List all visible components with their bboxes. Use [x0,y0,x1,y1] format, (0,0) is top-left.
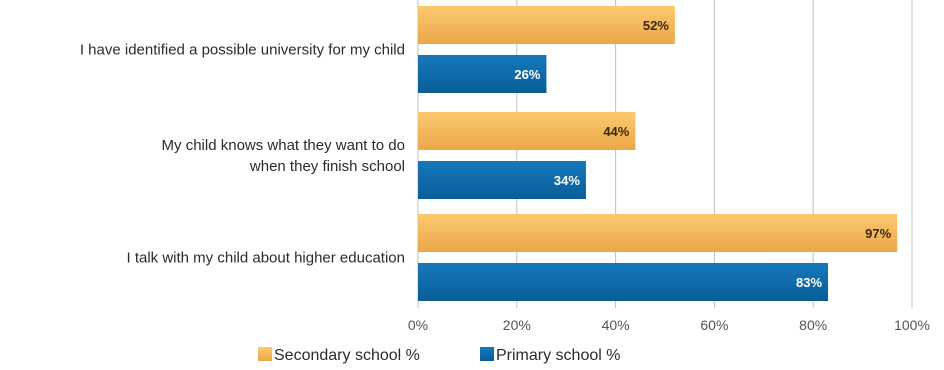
legend-swatch-secondary [258,347,272,361]
bar-value-label: 26% [514,67,540,82]
bar-value-label: 83% [796,275,822,290]
label-layer: 0% 20% 40% 60% 80% 100% 52% 26% I have identifie… [80,18,930,333]
bar-value-label: 52% [643,18,669,33]
x-tick-label: 60% [700,317,728,333]
category-label: I have identified a possible university … [80,42,405,59]
legend: Secondary school % Primary school % [258,347,620,364]
bar-secondary-0 [418,6,675,44]
category-label: My child knows what they want to do [162,137,405,154]
category-label: I talk with my child about higher educat… [127,250,406,267]
bar-primary-0 [418,55,547,93]
bar-value-label: 44% [603,124,629,139]
bar-primary-2 [418,263,829,301]
x-tick-label: 40% [602,317,630,333]
bar-layer [418,6,898,301]
bar-value-label: 97% [865,226,891,241]
legend-swatch-primary [480,347,494,361]
category-label: when they finish school [249,158,405,175]
x-tick-label: 0% [408,317,428,333]
x-tick-label: 20% [503,317,531,333]
x-tick-label: 100% [894,317,930,333]
bar-secondary-1 [418,112,636,150]
x-tick-label: 80% [799,317,827,333]
legend-label-primary: Primary school % [496,347,620,364]
bar-value-label: 34% [554,173,580,188]
bar-secondary-2 [418,214,898,252]
legend-label-secondary: Secondary school % [274,347,420,364]
grid-layer [417,0,913,308]
bar-primary-1 [418,161,586,199]
